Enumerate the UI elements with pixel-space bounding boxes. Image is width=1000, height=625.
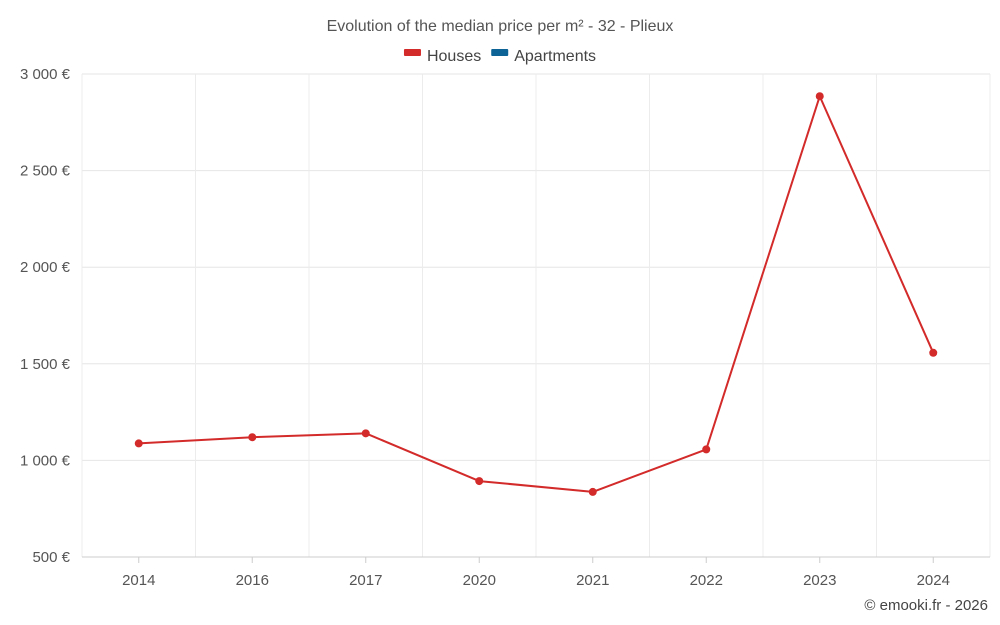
x-tick-label: 2017 [349,572,382,589]
y-tick-label: 3 000 € [20,66,71,83]
legend-swatch [403,49,421,56]
data-point[interactable] [929,348,938,357]
y-tick-label: 500 € [32,549,70,566]
x-tick-label: 2024 [917,572,950,589]
data-point[interactable] [588,487,597,496]
series-line-houses [138,95,935,493]
x-tick-label: 2023 [803,572,836,589]
axes: 500 € 1 000 € 1 500 € 2 000 € 2 500 € 3 000 €… [20,66,990,589]
chart-title: Evolution of the median price per m² - 3… [327,18,674,35]
data-point[interactable] [248,433,257,442]
y-tick-label: 2 500 € [20,163,71,180]
grid [81,73,991,557]
data-point[interactable] [361,429,370,438]
data-point[interactable] [475,477,484,486]
legend-item-apartments[interactable]: Apartments [491,48,596,65]
data-point[interactable] [134,439,143,448]
x-tick-label: 2020 [463,572,496,589]
x-tick-label: 2016 [236,572,269,589]
series-layer [134,92,938,496]
legend-item-houses[interactable]: Houses [403,48,481,65]
credit-text: © emooki.fr - 2026 [864,597,988,614]
legend-label: Houses [427,48,481,65]
y-tick-label: 2 000 € [20,259,71,276]
y-tick-label: 1 500 € [20,356,71,373]
data-point[interactable] [815,92,824,101]
x-tick-label: 2021 [576,572,609,589]
data-point[interactable] [702,445,711,454]
x-tick-label: 2014 [122,572,155,589]
legend-label: Apartments [514,48,596,65]
y-tick-label: 1 000 € [20,452,71,469]
legend-swatch [491,49,509,56]
legend: Houses Apartments [403,48,596,65]
x-tick-label: 2022 [690,572,723,589]
